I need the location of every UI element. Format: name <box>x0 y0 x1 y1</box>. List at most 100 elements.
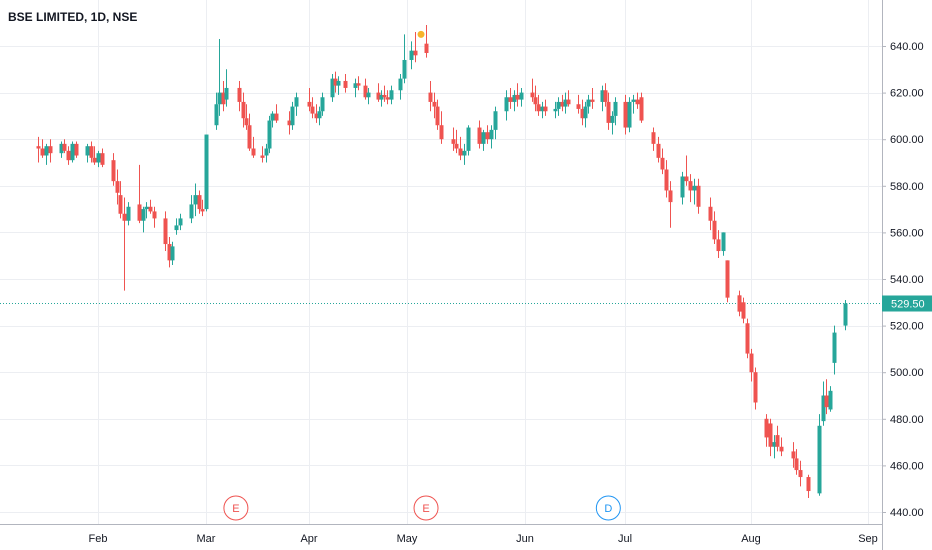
candle <box>260 146 265 163</box>
candle-body <box>504 97 509 112</box>
candle-body <box>519 92 524 100</box>
candle <box>385 90 390 105</box>
candle <box>148 199 153 214</box>
candle <box>772 435 777 459</box>
candle-body <box>454 143 459 149</box>
candle <box>126 202 131 226</box>
candle-body <box>749 353 754 373</box>
candle-body <box>144 206 149 210</box>
candle-body <box>817 425 822 494</box>
candle-body <box>89 146 94 158</box>
candle <box>251 136 256 158</box>
candle <box>70 141 75 163</box>
candle-body <box>363 85 368 98</box>
candles <box>36 25 848 499</box>
candle-body <box>779 446 784 452</box>
candle-body <box>493 111 498 130</box>
candle <box>214 92 219 130</box>
candle <box>481 129 486 151</box>
candle-body <box>413 50 418 56</box>
candle-body <box>512 94 517 102</box>
candle <box>737 290 742 317</box>
candle <box>314 104 319 123</box>
candle-body <box>237 87 242 102</box>
candle-body <box>221 92 226 105</box>
candle <box>493 106 498 140</box>
candle-body <box>287 120 292 126</box>
candle <box>458 136 463 161</box>
candle <box>44 143 49 165</box>
candle-body <box>74 143 79 156</box>
candle-body <box>224 87 229 100</box>
earnings-event-marker[interactable]: E <box>223 495 249 521</box>
earnings-event-marker[interactable]: E <box>413 495 439 521</box>
candle-body <box>635 99 640 105</box>
candle <box>333 71 338 93</box>
candle-body <box>270 113 275 121</box>
candle-body <box>118 195 123 214</box>
candle <box>310 97 315 119</box>
candle-body <box>115 181 120 193</box>
candle <box>832 325 837 375</box>
candle-body <box>688 181 693 191</box>
candle-body <box>737 295 742 312</box>
time-scale[interactable]: Feb Mar Apr May Jun Jul Aug Sep <box>0 524 882 546</box>
candle <box>85 143 90 163</box>
candle <box>745 318 750 359</box>
candle-body <box>543 106 548 112</box>
candle <box>779 437 784 457</box>
candle-body <box>563 99 568 107</box>
y-tick-label: 600.00 <box>890 134 924 146</box>
price-scale[interactable]: 440.00 460.00 480.00 500.00 520.00 540.00 560.… <box>882 41 932 519</box>
y-tick-label: 500.00 <box>890 367 924 379</box>
candle <box>504 90 509 121</box>
candle <box>152 206 157 228</box>
candle <box>244 104 249 130</box>
candle <box>775 425 780 452</box>
candle <box>36 136 41 163</box>
candle <box>59 141 64 158</box>
candle-body <box>330 78 335 98</box>
candle <box>580 99 585 126</box>
candle-body <box>772 442 777 447</box>
candle <box>118 181 123 219</box>
candle-body <box>721 232 726 252</box>
candle <box>413 32 418 63</box>
candle-body <box>424 43 429 53</box>
candle-body <box>48 146 53 154</box>
candle <box>798 460 803 487</box>
candle <box>540 101 545 119</box>
candle-body <box>692 185 697 191</box>
candle <box>439 111 444 144</box>
candle-body <box>260 155 265 158</box>
candle <box>144 202 149 219</box>
x-tick-label: Feb <box>89 533 108 545</box>
candle-body <box>716 239 721 252</box>
candle-body <box>485 132 490 140</box>
candle <box>137 164 142 224</box>
candle-body <box>791 451 796 459</box>
candle-body <box>36 146 41 149</box>
x-tick-label: May <box>397 533 418 545</box>
chart-title: BSE LIMITED, 1D, NSE <box>8 10 137 24</box>
candle <box>519 87 524 107</box>
candle <box>92 146 97 165</box>
candle-body <box>274 113 279 121</box>
candle <box>40 139 45 158</box>
candle-body <box>590 99 595 102</box>
candle-body <box>623 101 628 128</box>
y-tick-label: 620.00 <box>890 88 924 100</box>
last-price-tag-label: 529.50 <box>891 299 925 311</box>
candle <box>89 141 94 163</box>
candle <box>515 83 520 107</box>
candle-body <box>163 218 168 245</box>
candle <box>454 129 459 154</box>
candle <box>613 97 618 126</box>
candle-body <box>310 106 315 114</box>
candle-body <box>843 303 848 326</box>
dividend-event-marker[interactable]: D <box>595 495 621 521</box>
candle <box>821 381 826 426</box>
candle <box>566 90 571 107</box>
